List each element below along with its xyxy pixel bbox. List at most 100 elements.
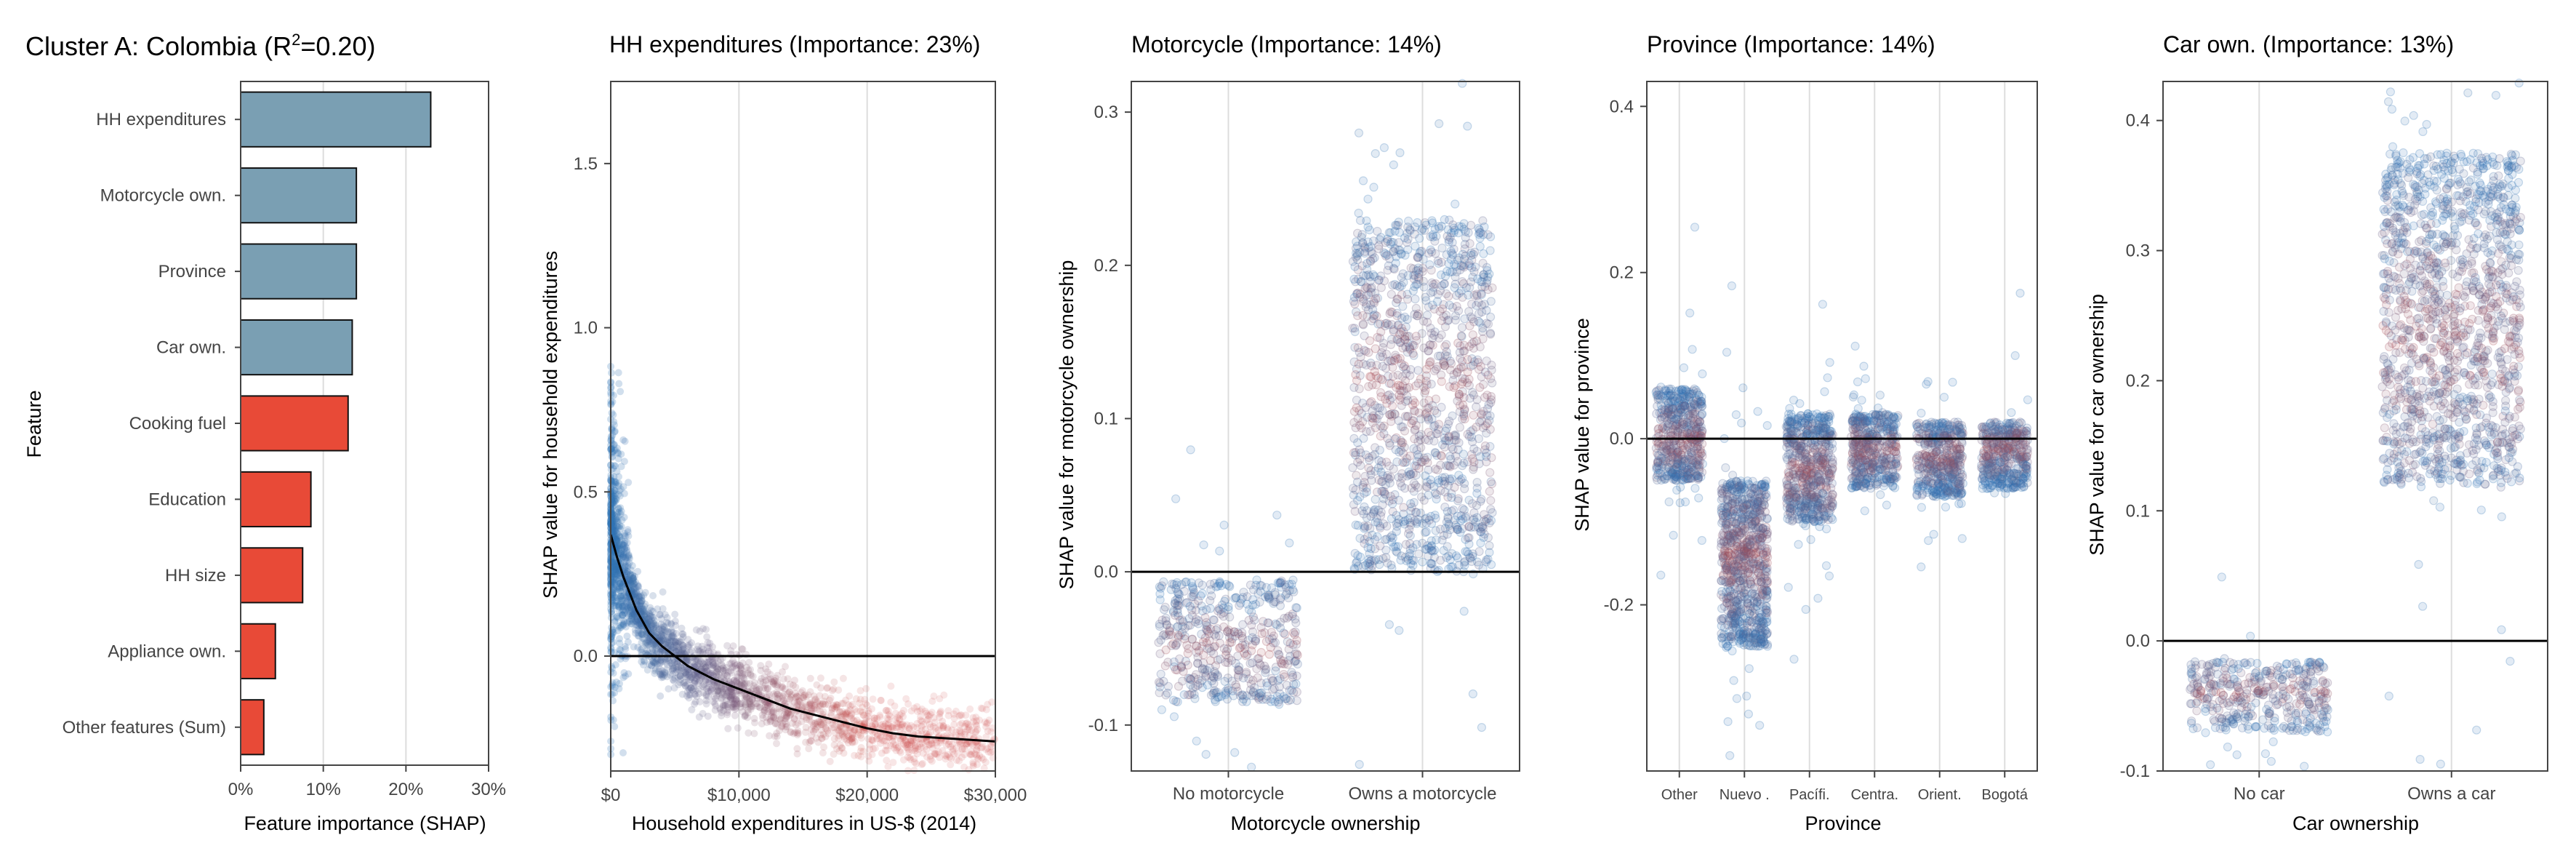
panel3-point	[1219, 644, 1229, 653]
panel2-point	[973, 722, 981, 730]
panel2-point	[622, 557, 630, 565]
panel3-point	[1193, 659, 1203, 668]
panel3-point	[1458, 504, 1467, 514]
panel2-point	[619, 553, 627, 560]
panel2-point	[838, 744, 846, 752]
panel3-point	[1445, 462, 1455, 471]
panel2-point	[720, 706, 728, 714]
panel2-point	[650, 659, 657, 667]
panel3-point	[1376, 468, 1386, 477]
panel2-point	[640, 591, 648, 599]
panel3-point	[1395, 395, 1405, 405]
panel2-point	[613, 517, 620, 525]
panel3-point	[1450, 279, 1460, 289]
panel2-point	[661, 649, 668, 657]
panel1-title-sup: 2	[292, 31, 300, 49]
panel3-point	[1205, 655, 1216, 666]
panel3-point	[1209, 672, 1219, 682]
panel3-point	[1408, 264, 1419, 273]
panel2-point	[811, 726, 819, 734]
panel3-point	[1450, 199, 1460, 209]
panel2-point	[940, 691, 948, 699]
hh-expenditures-panel: HH expenditures (Importance: 23%) 0.00.5…	[539, 31, 1027, 834]
panel2-point	[899, 720, 907, 728]
panel2-point	[709, 643, 716, 651]
panel2-point	[705, 658, 713, 666]
panel3-point	[1420, 527, 1430, 538]
panel2-point	[868, 751, 876, 759]
panel1-x-tick-label: 0%	[228, 780, 254, 799]
panel3-point	[1424, 361, 1434, 370]
panel3-point	[1283, 613, 1292, 623]
panel3-point	[1469, 458, 1479, 467]
panel2-point	[614, 612, 622, 620]
panel3-point	[1396, 478, 1405, 488]
panel3-point	[1358, 176, 1368, 185]
panel2-point	[664, 637, 672, 645]
panel2-point	[640, 611, 648, 619]
panel2-point	[615, 543, 623, 551]
panel2-point	[614, 491, 622, 498]
panel2-point	[624, 638, 632, 646]
panel2-point	[749, 672, 757, 680]
panel3-point	[1173, 682, 1184, 691]
panel2-point	[728, 692, 735, 699]
panel2-point	[671, 618, 679, 626]
panel1-bar	[240, 699, 265, 756]
panel2-point	[851, 738, 859, 746]
panel3-point	[1458, 414, 1467, 424]
panel3-point	[1156, 583, 1165, 593]
panel3-point	[1358, 319, 1368, 329]
panel2-point	[615, 473, 622, 481]
panel3-point	[1428, 230, 1437, 239]
panel3-point	[1437, 316, 1447, 325]
panel2-point	[958, 754, 966, 762]
panel2-point	[778, 694, 786, 702]
panel3-point	[1379, 143, 1389, 153]
panel3-point	[1454, 561, 1464, 570]
panel3-y-tick-label: 0.2	[1094, 256, 1118, 276]
panel2-point	[618, 583, 626, 591]
panel2-point	[764, 684, 772, 692]
panel2-point	[706, 677, 714, 685]
panel1-bar	[240, 319, 353, 376]
panel3-point	[1427, 414, 1437, 424]
panel3-point	[1460, 484, 1469, 494]
panel2-point	[771, 677, 779, 685]
panel2-point	[661, 623, 668, 631]
panel3-point	[1410, 425, 1419, 435]
panel3-point	[1388, 247, 1398, 256]
panel3-point	[1264, 618, 1274, 628]
panel2-point	[871, 721, 879, 729]
panel3-point	[1466, 250, 1476, 260]
panel2-point	[816, 708, 824, 716]
panel3-point	[1373, 332, 1382, 342]
panel2-point	[691, 671, 699, 679]
panel3-point	[1230, 748, 1240, 757]
panel3-point	[1210, 630, 1219, 639]
panel3-point	[1444, 432, 1453, 442]
panel3-point	[1288, 575, 1298, 585]
panel3-point	[1418, 263, 1428, 273]
panel2-point	[673, 663, 681, 671]
panel3-point	[1471, 517, 1480, 527]
panel2-point	[616, 635, 623, 643]
panel2-point	[840, 732, 848, 740]
panel3-point	[1368, 270, 1378, 279]
panel3-point	[1216, 692, 1227, 701]
panel2-point	[650, 658, 658, 666]
panel2-point	[910, 704, 918, 712]
panel3-point	[1419, 225, 1429, 235]
panel3-point	[1216, 581, 1226, 591]
panel3-title: Motorcycle (Importance: 14%)	[1131, 31, 1442, 57]
panel2-point	[625, 604, 633, 612]
panel1-title-main: Cluster A: Colombia (R	[25, 31, 292, 61]
panel3-point	[1427, 379, 1436, 389]
panel2-point	[621, 564, 629, 572]
panel3-point	[1363, 259, 1372, 268]
panel2-point	[745, 658, 753, 666]
panel3-point	[1457, 332, 1466, 341]
panel2-point	[620, 539, 628, 547]
panel3-point	[1379, 338, 1389, 348]
panel2-point	[618, 548, 626, 556]
